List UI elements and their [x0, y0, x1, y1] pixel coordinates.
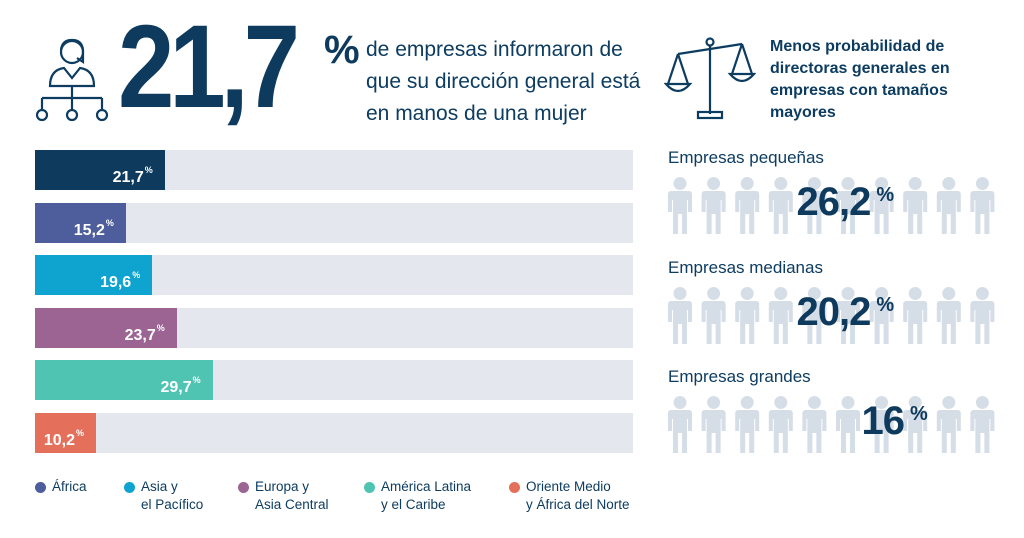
- legend-item: Oriente Medio y África del Norte: [509, 478, 649, 518]
- legend-swatch: [124, 482, 135, 493]
- person-icon: [735, 396, 760, 453]
- pictogram-row: [668, 396, 995, 453]
- person-icon: [768, 287, 793, 344]
- person-icon: [701, 396, 726, 453]
- bar-track: 21,7%: [35, 150, 633, 190]
- legend-item: Europa y Asia Central: [238, 478, 378, 518]
- person-icon: [701, 177, 726, 234]
- org-chart-person-icon: [35, 38, 109, 122]
- pictogram-percent-sign: %: [876, 294, 894, 316]
- bar: [35, 413, 96, 453]
- person-icon: [869, 177, 894, 234]
- person-icon: [802, 177, 827, 234]
- person-icon: [836, 177, 860, 234]
- person-icon: [836, 396, 860, 453]
- person-icon: [701, 287, 726, 344]
- legend-item: Asia y el Pacífico: [124, 478, 264, 518]
- bar-track: 23,7%: [35, 307, 633, 348]
- pictogram-percent-sign: %: [876, 184, 894, 206]
- bar-track: 19,6%: [35, 255, 633, 296]
- person-icon: [936, 287, 961, 344]
- person-icon: [802, 287, 827, 344]
- pictogram-value: 16%: [861, 399, 928, 443]
- person-icon: [836, 287, 860, 344]
- pictogram-value: 26,2%: [796, 180, 895, 224]
- person-icon: [869, 287, 894, 344]
- person-icon: [903, 177, 928, 234]
- person-icon: [768, 177, 793, 234]
- bar: [35, 307, 177, 348]
- legend-label: América Latina y el Caribe: [381, 479, 472, 512]
- bar-value-label: 19,6%: [100, 270, 141, 292]
- person-icon: [802, 396, 827, 453]
- legend-label: Oriente Medio y África del Norte: [526, 479, 630, 512]
- person-icon: [668, 396, 692, 453]
- person-icon: [668, 177, 692, 234]
- bar: [35, 150, 165, 190]
- bar: [35, 202, 126, 243]
- bar-value-label: 29,7%: [160, 375, 201, 397]
- bar-track: 29,7%: [35, 360, 633, 401]
- legend-label: Europa y Asia Central: [255, 479, 329, 512]
- person-icon: [970, 177, 995, 234]
- person-icon: [869, 396, 894, 453]
- bar-value-label: 23,7%: [124, 322, 165, 344]
- person-icon: [936, 396, 961, 453]
- legend-swatch: [364, 482, 375, 493]
- pictogram-value: 20,2%: [796, 290, 895, 334]
- bar-value-label: 10,2%: [43, 428, 84, 449]
- legend-swatch: [238, 482, 249, 493]
- bar: [35, 360, 213, 401]
- legend-item: África: [35, 478, 175, 518]
- legend-label: Asia y el Pacífico: [141, 479, 204, 512]
- person-icon: [903, 396, 928, 453]
- bar-value-label: 21,7%: [112, 165, 153, 186]
- person-icon: [970, 287, 995, 344]
- pictogram-group-label: Empresas medianas: [668, 258, 823, 277]
- pictogram-group-label: Empresas pequeñas: [668, 148, 824, 167]
- legend-swatch: [509, 482, 520, 493]
- bar-track: 15,2%: [35, 202, 633, 243]
- person-icon: [903, 287, 928, 344]
- person-icon: [936, 177, 961, 234]
- pictogram-percent-sign: %: [910, 403, 928, 425]
- person-icon: [768, 396, 793, 453]
- headline-value: 21,7: [118, 1, 300, 133]
- legend-swatch: [35, 482, 46, 493]
- person-icon: [668, 287, 692, 344]
- person-icon: [970, 396, 995, 453]
- pictogram-group-label: Empresas grandes: [668, 367, 811, 386]
- bar-value-label: 15,2%: [73, 217, 114, 239]
- person-icon: [735, 287, 760, 344]
- bar-track: 10,2%: [35, 413, 633, 453]
- bar: [35, 255, 153, 296]
- pictogram-row: [668, 177, 995, 234]
- pictogram-row: [668, 287, 995, 344]
- balance-scale-icon: [664, 37, 756, 120]
- person-icon: [735, 177, 760, 234]
- headline-text: de empresas informaron de que su direcci…: [366, 38, 641, 125]
- legend-item: América Latina y el Caribe: [364, 478, 504, 518]
- headline-percent-sign: %: [324, 28, 360, 72]
- legend-label: África: [52, 479, 87, 494]
- pictogram-title: Menos probabilidad de directoras general…: [770, 38, 950, 121]
